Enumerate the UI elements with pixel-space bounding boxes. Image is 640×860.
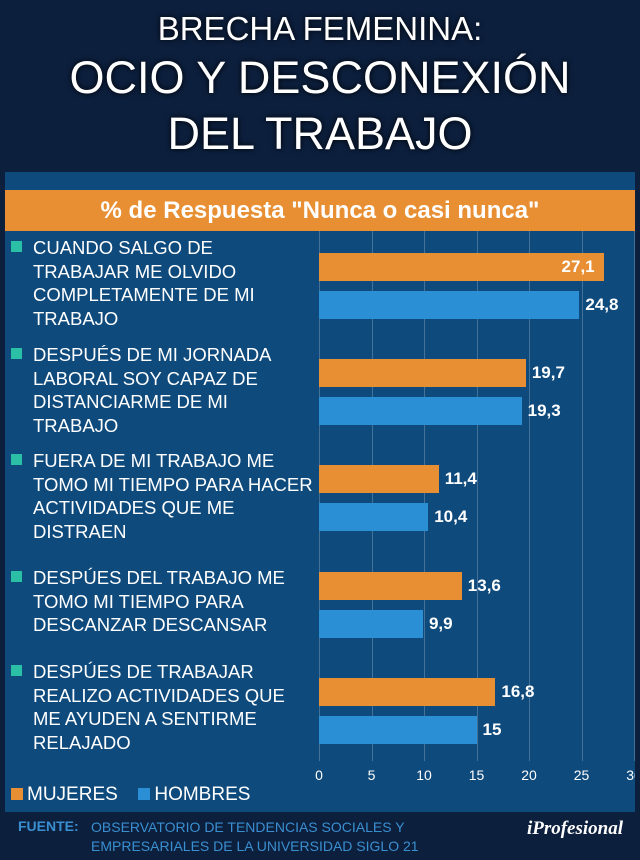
chart-frame: BRECHA FEMENINA: OCIO Y DESCONEXIÓN DEL … [5,4,635,856]
gridline [319,231,320,761]
gridline [529,231,530,761]
data-label: 13,6 [467,576,501,595]
header: BRECHA FEMENINA: OCIO Y DESCONEXIÓN DEL … [5,4,635,172]
legend-swatch-mujeres [11,788,23,800]
source-label: FUENTE: [18,818,79,834]
x-tick-label: 10 [416,767,432,783]
x-tick-label: 15 [468,767,485,783]
bar-hombres [319,291,580,319]
data-label: 10,4 [434,507,468,526]
legend-swatch-hombres [138,788,151,800]
bullet-icon [11,665,22,676]
title-line-1: BRECHA FEMENINA: [157,10,483,47]
x-tick-label: 30 [626,767,635,783]
x-tick-label: 0 [315,767,323,783]
bullet-icon [11,571,22,582]
bar-hombres [319,503,429,531]
bullet-icon [11,348,22,359]
footer: FUENTE: OBSERVATORIO DE TENDENCIAS SOCIA… [5,812,635,856]
category-text: DESPÚES DE TRABAJAR REALIZO ACTIVIDADES … [33,661,285,753]
title-line-2: OCIO Y DESCONEXIÓN [69,52,571,103]
gridline [424,231,425,761]
data-label: 24,8 [585,295,619,314]
x-tick-label: 25 [573,767,590,783]
x-tick-label: 5 [367,767,376,783]
bar-mujeres [319,465,439,493]
iprofesional-logo: iProfesional [526,818,623,839]
data-label: 27,1 [561,257,595,276]
bar-hombres [319,716,477,744]
title-line-3: DEL TRABAJO [167,108,473,159]
gridline [476,231,478,761]
subtitle-banner: % de Respuesta "Nunca o casi nunca" [5,190,635,231]
bar-mujeres [319,253,604,281]
data-label: 16,8 [501,682,535,701]
data-label: 11,4 [444,469,477,488]
bar-mujeres [319,572,462,600]
data-label: 9,9 [428,614,453,633]
bullet-icon [11,241,22,252]
category-text: CUANDO SALGO DE TRABAJAR ME OLVIDO COMPL… [33,237,255,329]
legend-label-mujeres: MUJERES [27,784,118,805]
category-text: DESPUÉS DE MI JORNADA LABORAL SOY CAPAZ … [33,344,271,436]
category-text: FUERA DE MI TRABAJO ME TOMO MI TIEMPO PA… [33,450,313,542]
bar-hombres [319,610,423,638]
legend: MUJERES HOMBRES [11,784,250,806]
gridline [581,231,583,761]
gridline [371,231,373,761]
bullet-icon [11,454,22,465]
category-text: DESPÚES DEL TRABAJO ME TOMO MI TIEMPO PA… [33,567,285,635]
legend-label-hombres: HOMBRES [154,784,251,805]
gridline [634,231,635,761]
bar-mujeres [319,678,496,706]
bar-hombres [319,397,522,425]
data-label: 19,7 [531,363,565,382]
data-label: 15 [482,720,502,739]
data-label: 19,3 [527,401,561,420]
bar-mujeres [319,359,526,387]
x-tick-label: 20 [521,767,537,783]
source-text: OBSERVATORIO DE TENDENCIAS SOCIALES Y EM… [91,819,419,854]
